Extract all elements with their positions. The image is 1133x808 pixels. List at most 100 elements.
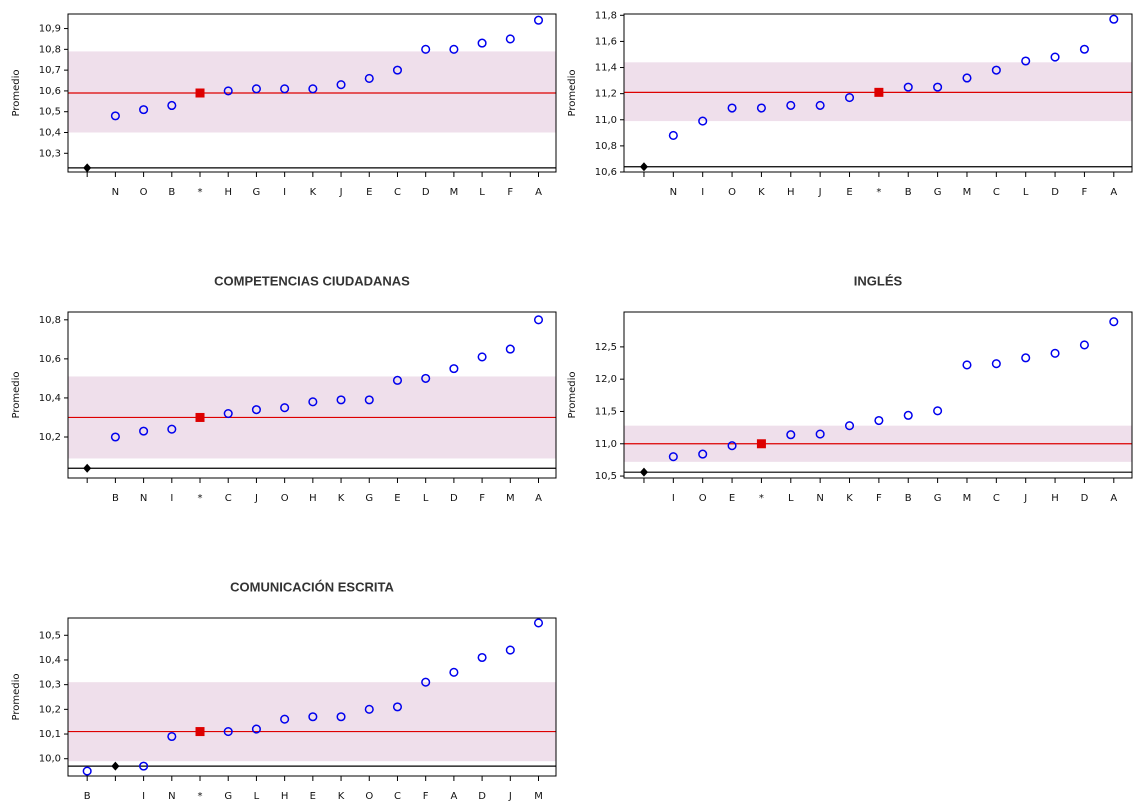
x-tick-label: B: [905, 187, 912, 198]
mean-point: [874, 87, 884, 97]
x-tick-label: O: [140, 187, 148, 198]
x-tick-label: O: [699, 493, 707, 504]
x-tick-label: N: [112, 187, 119, 198]
y-tick-label: 10,6: [39, 86, 61, 97]
x-tick-label: E: [394, 493, 400, 504]
data-point: [477, 652, 487, 663]
x-tick-label: H: [1051, 493, 1059, 504]
x-tick-label: N: [816, 493, 823, 504]
data-point: [1021, 353, 1031, 363]
data-point: [336, 712, 346, 722]
data-point: [1021, 56, 1031, 66]
data-point: [1109, 14, 1119, 24]
y-tick-label: 10,7: [39, 65, 61, 76]
data-point: [815, 100, 825, 110]
data-point: [336, 395, 346, 405]
data-point: [280, 84, 290, 94]
x-tick-label: I: [701, 187, 704, 198]
x-tick-label: A: [1110, 493, 1117, 504]
x-tick-label: G: [365, 493, 373, 504]
data-point: [844, 421, 855, 431]
x-tick-label: I: [283, 187, 286, 198]
x-tick-label: O: [365, 791, 373, 802]
chart-title: COMUNICACIÓN ESCRITA: [230, 579, 394, 594]
x-tick-label: K: [338, 493, 345, 504]
data-point: [110, 432, 120, 442]
data-point: [962, 360, 972, 370]
y-tick-label: 10,9: [39, 24, 61, 35]
x-tick-label: N: [670, 187, 677, 198]
data-point: [786, 430, 796, 440]
y-tick-label: 11,2: [595, 89, 617, 100]
data-point: [139, 105, 149, 115]
data-point: [903, 410, 913, 420]
x-tick-label: F: [507, 187, 513, 198]
x-tick-label: N: [140, 493, 147, 504]
y-tick-label: 11,0: [595, 439, 617, 450]
data-point: [1079, 340, 1089, 350]
data-point: [962, 73, 972, 83]
x-tick-label: A: [1110, 187, 1117, 198]
x-tick-label: L: [1023, 187, 1029, 198]
y-axis-label: Promedio: [11, 673, 22, 720]
data-point: [727, 103, 737, 113]
data-point: [251, 724, 261, 734]
x-tick-label: D: [450, 493, 458, 504]
data-point: [1079, 44, 1089, 54]
x-tick-label: I: [170, 493, 173, 504]
x-tick-label: *: [198, 493, 203, 504]
x-tick-label: M: [963, 187, 972, 198]
x-tick-label: C: [993, 493, 1000, 504]
data-point: [251, 405, 261, 415]
y-tick-label: 10,8: [39, 44, 61, 55]
y-tick-label: 10,4: [39, 393, 61, 404]
y-tick-label: 10,5: [595, 471, 617, 482]
x-tick-label: J: [339, 187, 343, 198]
x-tick-label: H: [787, 187, 795, 198]
data-point: [223, 86, 233, 96]
y-tick-label: 12,0: [595, 374, 617, 385]
data-point: [308, 84, 318, 94]
data-point: [505, 645, 515, 655]
data-point: [280, 403, 290, 413]
x-tick-label: D: [1051, 187, 1059, 198]
data-point: [280, 714, 290, 724]
data-point: [698, 449, 708, 459]
x-tick-label: L: [254, 791, 260, 802]
data-point: [139, 761, 149, 771]
panel: Promedio 10,3 10,4 10,5 10,6 10,7 10,8 10,9 N O B *…: [11, 13, 557, 198]
y-tick-label: 10,0: [39, 754, 61, 765]
x-tick-label: C: [394, 791, 401, 802]
x-tick-label: D: [422, 187, 430, 198]
data-point: [392, 65, 403, 75]
y-axis-label: Promedio: [567, 371, 578, 418]
y-tick-label: 10,1: [39, 729, 61, 740]
x-tick-label: M: [506, 493, 515, 504]
x-tick-label: F: [423, 791, 429, 802]
y-tick-label: 10,8: [595, 141, 617, 152]
data-point: [533, 315, 544, 325]
x-tick-label: G: [253, 187, 261, 198]
x-tick-label: K: [310, 187, 317, 198]
x-tick-label: M: [963, 493, 972, 504]
data-point: [251, 84, 261, 94]
x-tick-label: J: [818, 187, 822, 198]
y-tick-label: 10,3: [39, 680, 61, 691]
x-tick-label: K: [338, 791, 345, 802]
reference-point: [83, 163, 92, 173]
data-point: [533, 618, 544, 628]
x-tick-label: L: [788, 493, 794, 504]
data-point: [364, 704, 374, 714]
y-tick-label: 10,6: [39, 354, 61, 365]
x-tick-label: M: [534, 791, 543, 802]
data-point: [933, 82, 943, 92]
data-point: [223, 727, 233, 737]
x-tick-label: *: [876, 187, 881, 198]
reference-point: [639, 162, 648, 172]
x-tick-label: B: [168, 187, 175, 198]
x-tick-label: K: [846, 493, 853, 504]
y-tick-label: 10,6: [595, 167, 617, 178]
data-point: [727, 441, 737, 451]
data-point: [139, 426, 149, 436]
x-tick-label: G: [224, 791, 232, 802]
